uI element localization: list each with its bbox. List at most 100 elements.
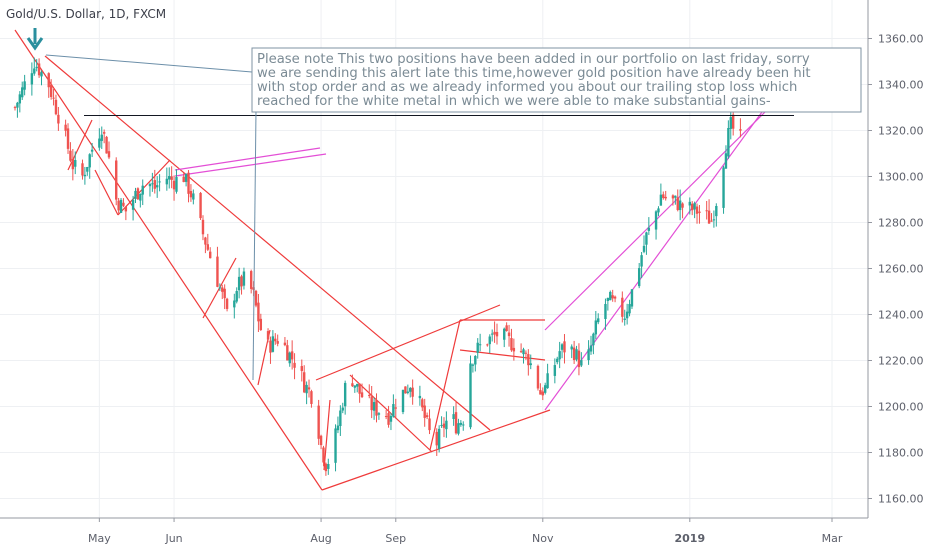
candle-body [100,134,103,141]
candle-body [151,183,154,185]
candle-body [216,256,219,287]
candle-body [510,338,513,351]
candle-body [375,399,378,416]
candle-body [474,356,477,365]
candle-body [392,404,395,417]
candle-body [577,350,581,368]
candle-body [52,97,55,99]
candle-body [469,363,472,428]
candle-body [664,196,667,199]
candle-body [587,349,590,361]
trend-line [321,409,551,491]
candle-body [358,383,361,394]
candle-body [155,185,159,188]
candle-body [698,211,701,213]
candle-body [372,402,376,411]
candle-body [647,227,651,231]
note-text-line: reached for the white metal in which we … [257,94,771,109]
y-tick-label: 1160.00 [878,493,924,506]
candle-body [476,342,479,353]
chart-title: Gold/U.S. Dollar, 1D, FXCM [6,7,166,21]
candle-body [54,99,58,115]
x-tick-label: Mar [822,532,843,545]
candle-body [81,163,84,176]
candle-body [452,414,455,419]
candle-body [623,318,626,320]
candle-body [88,154,91,168]
candle-body [437,428,441,449]
candle-body [570,346,573,350]
candle-body [401,389,405,413]
candle-body [40,72,43,77]
candle-body [90,149,94,152]
candle-body [83,174,87,177]
candle-body [271,336,275,352]
candle-body [18,94,22,104]
candle-body [221,287,224,292]
candle-body [322,447,325,463]
candle-body [283,342,287,346]
candle-body [662,194,665,198]
candle-body [356,383,359,387]
candle-body [336,425,340,431]
candle-body [57,114,60,124]
candle-body [240,276,243,287]
candle-body [411,387,414,397]
candle-body [317,405,320,439]
candle-body [122,202,125,206]
candles [13,57,742,476]
candle-body [276,341,279,344]
trend-line [117,159,171,216]
candle-body [209,251,212,259]
candle-body [722,167,725,208]
candle-body [98,138,101,148]
candle-body [204,237,207,245]
candle-body [274,338,277,342]
candle-body [74,160,77,167]
trend-line [429,319,461,451]
candle-body [13,107,17,109]
candle-body [522,349,525,355]
candle-body [575,349,578,360]
candle-body [192,193,195,200]
candle-body [539,390,542,395]
candle-body [597,318,600,323]
candle-body [136,188,140,200]
candle-body [187,172,190,194]
candle-body [115,160,118,200]
candle-body [33,68,36,74]
candle-body [290,351,294,360]
candle-body [16,102,19,108]
candle-body [175,177,178,192]
candle-body [524,352,528,354]
candle-body [184,173,188,182]
note-text-line: with stop order and as we already inform… [257,80,797,95]
candle-body [707,210,711,224]
candle-body [654,211,658,230]
candle-body [225,298,229,309]
candle-body [201,219,205,235]
candle-body [490,333,494,335]
candle-body [107,151,111,158]
candle-body [544,385,547,393]
candle-body [486,344,489,346]
trend-line [323,399,331,471]
trend-line [14,29,323,491]
candle-body [293,362,296,368]
candle-body [674,195,677,198]
candle-body [589,345,593,352]
annotation-layer: Please note This two positions have been… [26,28,862,381]
candle-body [131,199,135,210]
candle-body [377,413,381,415]
candle-body [621,297,624,317]
y-tick-label: 1180.00 [878,447,924,460]
candle-body [727,127,730,157]
candle-body [442,423,446,428]
candle-body [462,424,465,426]
x-tick-label: Nov [532,532,554,545]
y-tick-label: 1340.00 [878,79,924,92]
candle-body [182,176,185,183]
candle-body [165,178,169,185]
candle-body [609,291,612,301]
candle-body [288,352,291,364]
